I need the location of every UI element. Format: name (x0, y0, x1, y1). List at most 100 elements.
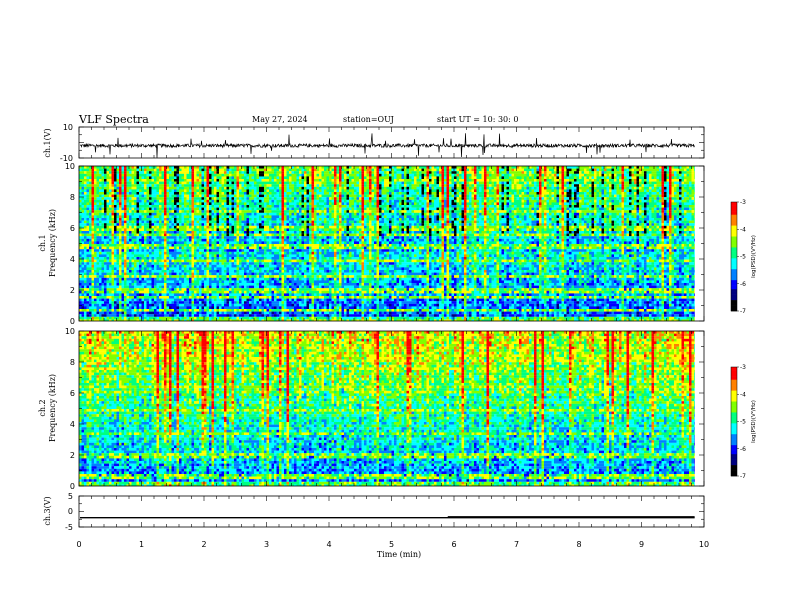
spectrogram-cell (139, 249, 142, 252)
spectrogram-cell (109, 303, 112, 307)
spectrogram-cell (241, 176, 245, 180)
spectrogram-cell (226, 168, 230, 172)
spectrogram-cell (121, 280, 125, 284)
spectrogram-cell (224, 184, 227, 187)
spectrogram-cell (136, 233, 140, 237)
spectrogram-cell (179, 223, 182, 226)
spectrogram-cell (124, 303, 127, 307)
spectrogram-cell (184, 254, 187, 258)
spectrogram-cell (106, 251, 110, 255)
spectrogram-cell (179, 199, 182, 203)
spectrogram-cell (179, 259, 182, 263)
spectrogram-cell (114, 194, 117, 198)
spectrogram-cell (86, 173, 90, 177)
spectrogram-cell (256, 267, 260, 271)
spectrogram-cell (209, 298, 212, 302)
spectrogram-cell (206, 262, 210, 265)
spectrogram-cell (276, 262, 280, 265)
spectrogram-cell (91, 267, 95, 271)
spectrogram-cell (109, 241, 112, 245)
spectrogram-cell (201, 262, 205, 265)
spectrogram-cell (199, 231, 202, 234)
spectrogram-cell (106, 275, 110, 278)
spectrogram-cell (144, 257, 147, 260)
spectrogram-cell (104, 301, 107, 304)
spectrogram-cell (154, 314, 157, 317)
spectrogram-cell (151, 249, 155, 252)
spectrogram-cell (226, 199, 230, 203)
spectrogram-cell (131, 194, 135, 198)
spectrogram-cell (211, 259, 215, 263)
spectrogram-cell (154, 207, 157, 211)
spectrogram-cell (111, 280, 115, 284)
spectrogram-cell (236, 288, 240, 291)
spectrogram-cell (144, 254, 147, 258)
spectrogram-cell (184, 173, 187, 177)
spectrogram-cell (276, 176, 280, 180)
spectrogram-cell (179, 254, 182, 258)
spectrogram-cell (226, 288, 230, 291)
spectrogram-cell (261, 184, 265, 187)
spectrogram-cell (179, 236, 182, 239)
spectrogram-cell (209, 181, 212, 185)
spectrogram-cell (144, 298, 147, 302)
spectrogram-cell (149, 166, 152, 169)
spectrogram-cell (186, 228, 190, 232)
spectrogram-cell (174, 236, 177, 239)
spectrogram-cell (119, 186, 122, 190)
spectrogram-cell (261, 220, 265, 224)
spectrogram-cell (149, 199, 152, 203)
spectrogram-cell (81, 220, 85, 224)
spectrogram-cell (134, 210, 137, 213)
spectrogram-cell (244, 246, 247, 250)
spectrogram-cell (276, 270, 280, 273)
spectrogram-cell (146, 254, 150, 258)
spectrogram-cell (201, 259, 205, 263)
spectrogram-cell (236, 168, 240, 172)
spectrogram-cell (179, 290, 182, 294)
spectrogram-cell (211, 168, 215, 172)
spectrogram-cell (126, 241, 130, 245)
spectrogram-cell (99, 272, 102, 276)
spectrogram-cell (279, 231, 282, 234)
spectrogram-cell (264, 192, 267, 195)
spectrogram-cell (214, 264, 217, 268)
spectrogram-cell (246, 210, 250, 213)
spectrogram-cell (129, 220, 132, 224)
spectrogram-cell (149, 228, 152, 232)
spectrogram-cell (236, 319, 240, 322)
spectrogram-cell (144, 236, 147, 239)
spectrogram-cell (254, 251, 257, 255)
spectrogram-cell (261, 171, 265, 174)
spectrogram-cell (84, 249, 87, 252)
spectrogram-cell (276, 296, 280, 299)
spectrogram-cell (264, 296, 267, 299)
spectrogram-cell (104, 314, 107, 317)
spectrogram-cell (269, 220, 272, 224)
spectrogram-cell (241, 223, 245, 226)
spectrogram-cell (171, 319, 175, 322)
spectrogram-cell (139, 192, 142, 195)
spectrogram-cell (84, 293, 87, 297)
spectrogram-cell (81, 236, 85, 239)
spectrogram-cell (129, 202, 132, 206)
spectrogram-cell (169, 231, 172, 234)
spectrogram-cell (119, 223, 122, 226)
spectrogram-cell (159, 270, 162, 273)
spectrogram-cell (221, 264, 225, 268)
spectrogram-cell (221, 233, 225, 237)
spectrogram-cell (159, 254, 162, 258)
spectrogram-cell (259, 192, 262, 195)
spectrogram-cell (179, 251, 182, 255)
spectrogram-cell (149, 306, 152, 310)
spectrogram-cell (199, 254, 202, 258)
spectrogram-cell (136, 259, 140, 263)
spectrogram-cell (216, 223, 220, 226)
spectrogram-cell (264, 184, 267, 187)
spectrogram-cell (196, 306, 200, 310)
spectrogram-cell (149, 205, 152, 208)
spectrogram-cell (86, 283, 90, 286)
spectrogram-cell (149, 233, 152, 237)
spectrogram-cell (119, 283, 122, 286)
spectrogram-cell (279, 275, 282, 278)
